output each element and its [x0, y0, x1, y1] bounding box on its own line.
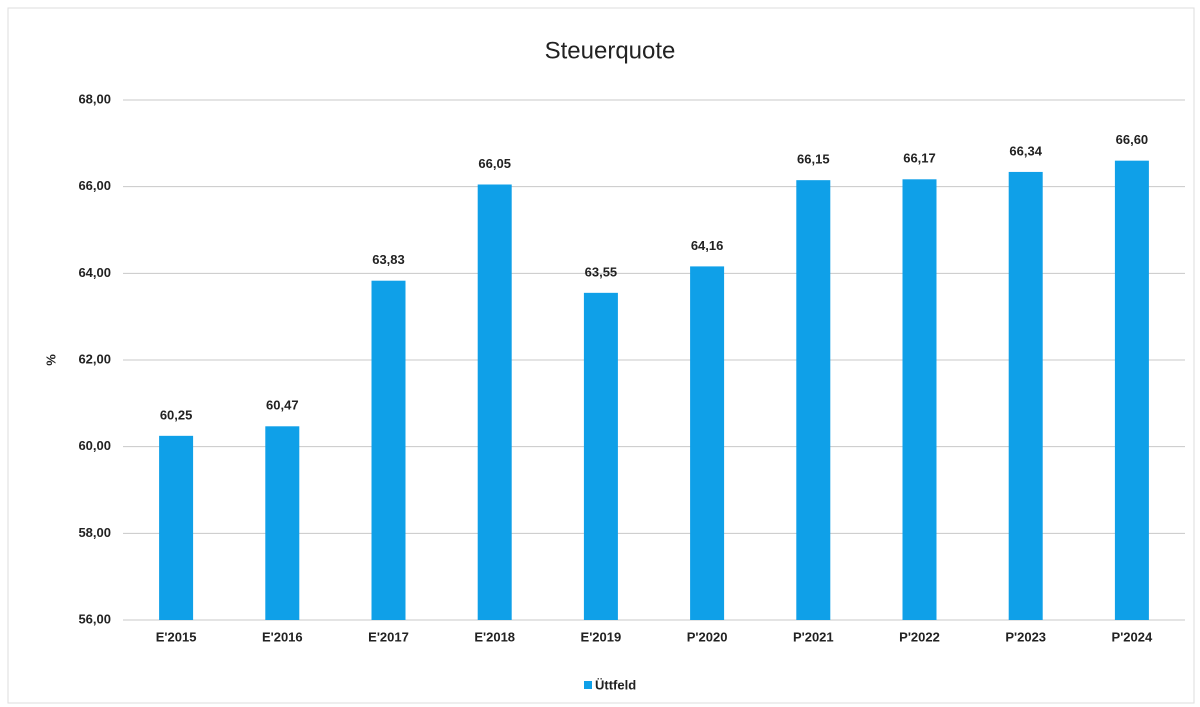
value-label: 66,34	[1009, 143, 1042, 158]
y-tick-label: 60,00	[78, 438, 111, 453]
bar	[583, 292, 618, 620]
x-tick-label: E'2015	[156, 629, 197, 644]
x-tick-label: P'2022	[899, 629, 940, 644]
y-axis-label: %	[43, 354, 58, 366]
x-tick-label: P'2021	[793, 629, 834, 644]
bar	[477, 184, 512, 620]
bar	[902, 179, 937, 621]
value-label: 64,16	[691, 238, 724, 253]
bar	[371, 280, 406, 620]
y-tick-label: 66,00	[78, 178, 111, 193]
x-tick-label: E'2018	[474, 629, 515, 644]
bar	[1114, 160, 1149, 620]
legend-swatch	[584, 681, 592, 689]
value-label: 63,83	[372, 252, 405, 267]
bar	[1008, 171, 1043, 620]
x-tick-label: E'2016	[262, 629, 303, 644]
x-tick-label: E'2017	[368, 629, 409, 644]
value-label: 66,15	[797, 152, 830, 167]
y-tick-label: 58,00	[78, 525, 111, 540]
chart-frame	[7, 7, 1195, 704]
value-label: 66,05	[478, 156, 511, 171]
legend-label: Üttfeld	[595, 677, 636, 692]
x-tick-label: P'2023	[1005, 629, 1046, 644]
y-tick-label: 68,00	[78, 91, 111, 106]
x-tick-label: P'2020	[687, 629, 728, 644]
bar	[796, 180, 831, 620]
value-label: 66,60	[1116, 132, 1149, 147]
bar	[159, 435, 194, 620]
bar	[265, 426, 300, 620]
value-label: 63,55	[585, 264, 618, 279]
x-tick-label: E'2019	[581, 629, 622, 644]
value-label: 60,25	[160, 407, 193, 422]
chart-title: Steuerquote	[545, 37, 676, 64]
x-tick-label: P'2024	[1112, 629, 1153, 644]
y-tick-label: 64,00	[78, 265, 111, 280]
y-tick-label: 56,00	[78, 611, 111, 626]
value-label: 60,47	[266, 398, 299, 413]
bar	[690, 266, 725, 620]
y-tick-label: 62,00	[78, 351, 111, 366]
value-label: 66,17	[903, 151, 936, 166]
